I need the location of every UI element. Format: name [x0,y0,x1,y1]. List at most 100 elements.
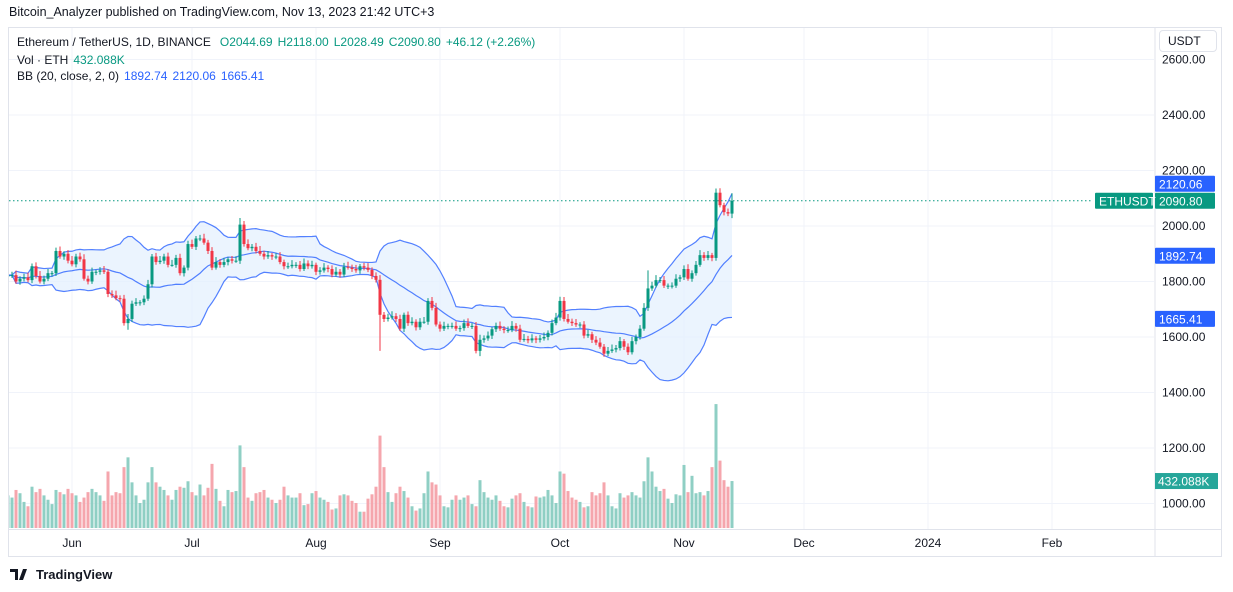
candle-body [222,262,226,265]
y-tick-label: 2200.00 [1162,164,1206,178]
candle-body [150,256,154,285]
volume-bar [714,404,718,528]
volume-bar [50,504,54,528]
candle-body [538,338,542,340]
candle-body [302,263,306,270]
candle-body [58,250,62,257]
candle-body [206,242,210,251]
candle-body [686,269,690,279]
candle-body [422,321,426,323]
candle-body [490,329,494,336]
symbol-title[interactable]: Ethereum / TetherUS, 1D, BINANCE [17,35,211,49]
volume-bar [338,495,342,528]
x-tick-label: Oct [551,536,570,550]
bb-label[interactable]: BB (20, close, 2, 0) [17,69,120,83]
volume-bar [578,501,582,528]
volume-bar [354,503,358,528]
volume-legend: Vol · ETH 432.088K [17,53,130,67]
volume-bar [274,503,278,528]
volume-bar [278,499,282,528]
candle-body [166,256,170,265]
volume-bar [314,491,318,528]
candle-body [230,259,234,261]
volume-bar [570,497,574,528]
volume-bar [454,495,458,528]
volume-bar [654,486,658,528]
x-tick-label: Feb [1042,536,1063,550]
chart-panel[interactable] [8,27,1222,557]
volume-bar [394,493,398,528]
volume-bar [214,488,218,528]
volume-bar [126,457,130,528]
volume-bar [98,495,102,528]
candle-body [110,293,114,296]
candle-body [46,273,50,279]
volume-bar [670,503,674,528]
volume-bar [170,499,174,528]
tradingview-logo[interactable]: TradingView [10,567,112,582]
volume-bar [550,495,554,528]
candle-body [518,328,522,340]
volume-bar [594,495,598,528]
candle-body [30,266,34,281]
volume-bar [518,493,522,528]
volume-bar [634,495,638,528]
volume-bar [542,496,546,528]
candle-body [498,325,502,329]
candle-body [26,277,30,281]
volume-bar [182,487,186,528]
volume-bar [206,487,210,528]
volume-bar [414,510,418,528]
candle-body [130,303,134,319]
volume-bar [514,495,518,528]
candle-body [138,302,142,304]
candle-body [614,348,618,350]
candle-body [606,350,610,354]
volume-bar [346,495,350,528]
candle-body [54,250,58,274]
volume-bar [418,508,422,528]
candle-body [458,328,462,330]
volume-label[interactable]: Vol · ETH [17,53,69,67]
candle-body [442,325,446,329]
candle-body [142,298,146,303]
volume-bar [566,491,570,528]
volume-bar [334,508,338,528]
candle-body [210,250,214,268]
volume-bar [630,492,634,528]
volume-value: 432.088K [73,53,125,67]
candle-body [550,323,554,333]
volume-bar [490,499,494,528]
volume-bar [178,486,182,528]
candle-body [270,255,274,257]
volume-bar [218,500,222,528]
volume-bar [250,500,254,528]
volume-bar [266,497,270,528]
volume-bar [294,497,298,528]
bb-basis-line [9,250,733,339]
y-tick-label: 1000.00 [1162,497,1206,511]
candle-body [598,342,602,347]
bb-upper-price-label: 2120.06 [1159,177,1203,191]
volume-bar [450,499,454,528]
candle-body [362,266,366,268]
candle-body [622,341,626,347]
candle-body [410,321,414,324]
volume-bar [270,499,274,528]
volume-bar [298,493,302,528]
volume-bar [406,497,410,528]
candle-body [694,264,698,274]
candle-body [178,257,182,274]
volume-bar [642,481,646,528]
volume-bar [690,475,694,528]
candle-body [450,325,454,327]
candle-body [590,334,594,340]
candle-body [202,238,206,243]
volume-bar [74,495,78,528]
currency-button[interactable]: USDT [1159,30,1217,52]
volume-bar [350,500,354,528]
volume-bar [398,486,402,528]
volume-bar [326,501,330,528]
volume-bar [122,467,126,528]
